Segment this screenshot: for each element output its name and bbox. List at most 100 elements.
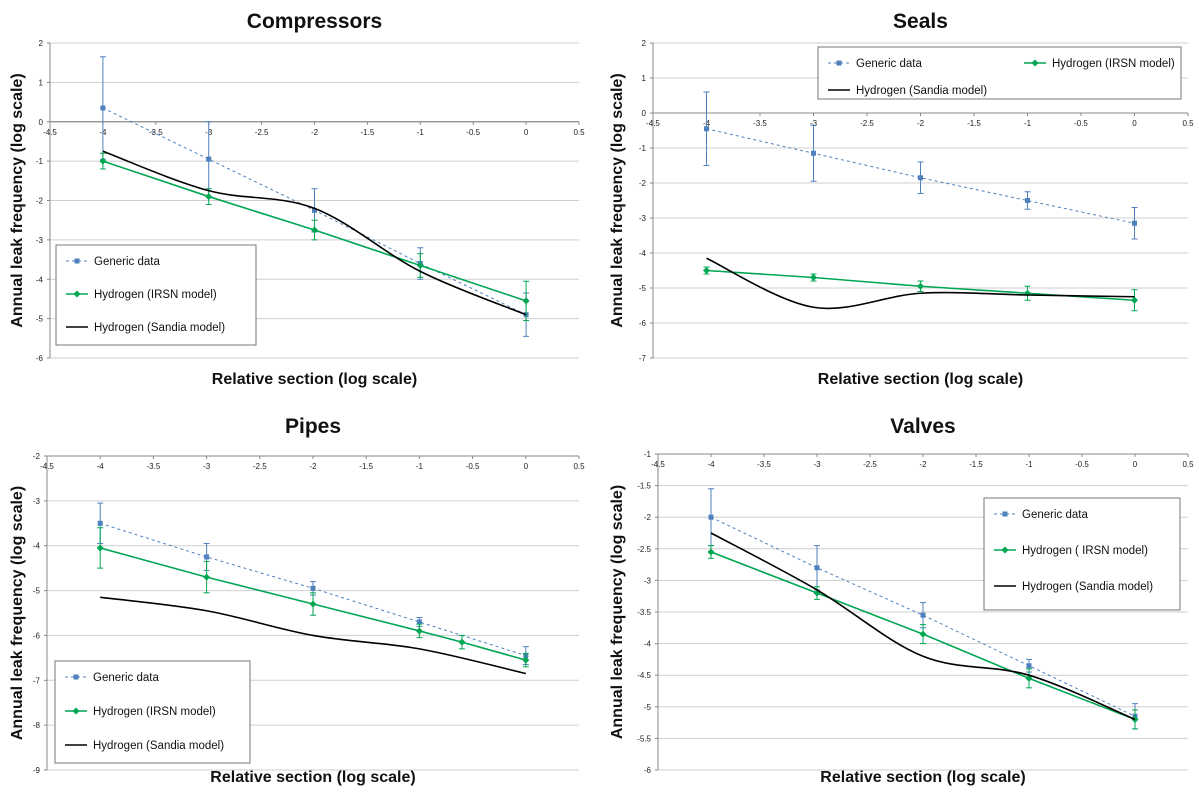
chart-valves-svg: Valves -1 -1.5 -2 -2.5 -3 -3.5 -4 -4.5 -5 -5.5 -6 -4… (609, 415, 1194, 786)
chart-seals: Seals210-1-2-3-4-5-6-7-4.5-4-3.5-3-2.5-2… (600, 0, 1199, 398)
x-tick-label: -1 (1024, 119, 1032, 128)
series-line (710, 516, 1136, 717)
x-tick-label: 0.5 (1182, 119, 1194, 128)
data-point (416, 619, 422, 625)
data-point (814, 565, 820, 571)
chart-title: Valves (890, 415, 955, 438)
legend-item: Hydrogen (IRSN model) (1024, 58, 1175, 70)
data-point (1131, 296, 1138, 304)
y-tick-label: -6 (33, 631, 41, 640)
data-point (813, 589, 821, 597)
series-2 (703, 266, 1138, 312)
legend-label: Hydrogen (Sandia model) (856, 85, 987, 97)
series-3 (100, 596, 526, 675)
data-point (206, 156, 212, 162)
y-tick-label: -3 (639, 214, 647, 223)
data-point (97, 520, 103, 526)
legend-item: Hydrogen (IRSN model) (66, 289, 217, 301)
data-point (919, 630, 927, 638)
x-tick-label: -2.5 (863, 460, 877, 469)
legend-item: Generic data (828, 58, 922, 70)
x-tick-label: 0 (1133, 460, 1138, 469)
chart-compressors: Compressors210-1-2-3-4-5-6-4.5-4-3.5-3-2… (0, 0, 600, 398)
series-line (100, 596, 526, 675)
x-tick-label: -3.5 (149, 128, 163, 137)
x-tick-label: -3.5 (147, 462, 161, 471)
legend: Generic data Hydrogen (IRSN model) Hydroge… (54, 660, 251, 764)
series-line (710, 532, 1136, 721)
x-axis-label: Relative section (log scale) (210, 769, 415, 786)
legend-swatch-marker (73, 674, 79, 680)
x-axis-label: Relative section (log scale) (212, 371, 417, 388)
y-tick-label: -5 (36, 315, 44, 324)
series-line (102, 150, 527, 316)
x-tick-label: -2.5 (860, 119, 874, 128)
x-axis-label: Relative section (log scale) (820, 769, 1025, 786)
x-tick-label: -0.5 (1074, 119, 1088, 128)
data-point (310, 585, 316, 591)
y-tick-label: -3.5 (637, 608, 651, 617)
x-tick-label: -3 (813, 460, 821, 469)
x-tick-label: -0.5 (466, 128, 480, 137)
y-tick-label: -5 (639, 284, 647, 293)
x-tick-label: -1.5 (359, 462, 373, 471)
legend-box (54, 660, 251, 764)
data-point (918, 175, 923, 181)
y-tick-label: -5.5 (637, 734, 651, 743)
y-tick-label: -4 (639, 249, 647, 258)
y-tick-label: -5 (33, 587, 41, 596)
y-tick-label: -6 (36, 354, 44, 363)
chart-title: Seals (893, 10, 948, 33)
legend-label: Generic data (856, 58, 922, 70)
legend-label: Generic data (93, 672, 159, 684)
x-tick-label: -1 (416, 462, 424, 471)
data-point (522, 297, 530, 305)
x-tick-label: 0 (1132, 119, 1137, 128)
x-tick-label: -1.5 (967, 119, 981, 128)
y-tick-label: -4.5 (637, 671, 651, 680)
chart-title: Pipes (285, 415, 341, 438)
x-tick-label: -2.5 (253, 462, 267, 471)
data-point (811, 150, 816, 156)
legend-label: Hydrogen ( IRSN model) (1022, 545, 1148, 557)
y-tick-label: 2 (642, 39, 647, 48)
y-tick-label: -2 (639, 179, 647, 188)
chart-pipes-svg: Pipes -2 -3 -4 -5 -6 -7 -8 -9 -4.5 -4 -3.5 -3 -2.5 -2 -… (9, 415, 585, 786)
y-tick-label: -1 (36, 157, 44, 166)
y-tick-label: -3 (33, 497, 41, 506)
data-point (707, 548, 715, 556)
legend-swatch-marker (72, 707, 80, 715)
data-point (205, 193, 213, 201)
x-tick-label: -4 (707, 460, 715, 469)
legend-swatch-marker (1001, 546, 1009, 554)
legend-swatch-marker (1002, 511, 1008, 517)
legend-label: Hydrogen (Sandia model) (1022, 581, 1153, 593)
x-tick-label: -2.5 (255, 128, 269, 137)
y-tick-label: 1 (642, 74, 647, 83)
x-tick-label: -2 (917, 119, 925, 128)
legend-label: Hydrogen (Sandia model) (93, 740, 224, 752)
chart-title: Compressors (247, 10, 382, 33)
legend-item: Hydrogen (Sandia model) (65, 740, 224, 752)
y-tick-label: -2 (36, 197, 44, 206)
y-tick-label: -3 (644, 576, 652, 585)
data-point (416, 261, 424, 269)
data-point (1025, 198, 1030, 203)
legend-swatch-marker (74, 258, 80, 264)
data-point (203, 573, 211, 581)
series-3 (710, 532, 1136, 721)
legend-swatch-marker (836, 60, 842, 66)
x-tick-label: -1.5 (969, 460, 983, 469)
legend-label: Hydrogen (IRSN model) (93, 706, 216, 718)
data-point (204, 554, 210, 560)
legend-label: Hydrogen (Sandia model) (94, 322, 225, 334)
y-tick-label: -1 (644, 450, 652, 459)
chart-compressors-svg: Compressors210-1-2-3-4-5-6-4.5-4-3.5-3-2… (9, 10, 585, 388)
data-point (1025, 674, 1033, 682)
data-point (312, 207, 317, 213)
legend-item: Hydrogen (Sandia model) (828, 85, 987, 97)
y-tick-label: -1.5 (637, 482, 651, 491)
y-axis-label: Annual leak frequency (log scale) (9, 486, 26, 740)
legend-box (983, 497, 1181, 611)
data-point (311, 226, 318, 234)
